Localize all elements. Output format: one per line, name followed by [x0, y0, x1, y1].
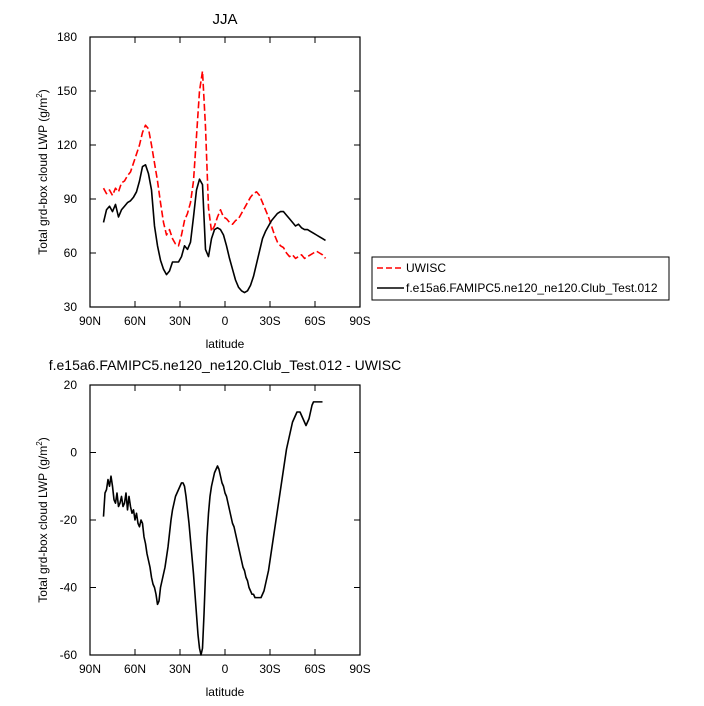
legend-label-model: f.e15a6.FAMIPC5.ne120_ne120.Club_Test.01… — [406, 281, 658, 295]
bottom-panel: f.e15a6.FAMIPC5.ne120_ne120.Club_Test.01… — [35, 357, 401, 699]
top-xtick-label: 0 — [222, 314, 229, 328]
top-series — [102, 70, 327, 294]
top-xtick-label: 60S — [304, 314, 325, 328]
top-ytick-label: 150 — [57, 84, 77, 98]
bottom-xtick-label: 60N — [124, 662, 146, 676]
top-ytick-label: 90 — [64, 192, 78, 206]
top-xtick-label: 90N — [79, 314, 101, 328]
top-chart-title: JJA — [212, 11, 237, 28]
bottom-xtick-label: 0 — [222, 662, 229, 676]
bottom-xtick-label: 60S — [304, 662, 325, 676]
legend-box — [371, 256, 670, 301]
legend-label-uwisc: UWISC — [406, 261, 446, 275]
top-xtick-label: 60N — [124, 314, 146, 328]
bottom-ticks: 90N 60N 30N 0 30S 60S 90S -60 -40 -20 0 20 — [60, 378, 371, 676]
legend: UWISC f.e15a6.FAMIPC5.ne120_ne120.Club_T… — [371, 256, 670, 301]
top-ytick-label: 120 — [57, 138, 77, 152]
bottom-ytick-label: 0 — [70, 446, 77, 460]
top-xtick-label: 90S — [349, 314, 370, 328]
bottom-xtick-label: 30S — [259, 662, 280, 676]
top-ytick-label: 30 — [64, 300, 78, 314]
bottom-ytick-label: -40 — [60, 581, 78, 595]
top-panel: JJA 90N 60N 30N 0 30S 60S 90S 30 60 90 120 150 180 l… — [35, 11, 670, 351]
bottom-xtick-label: 90S — [349, 662, 370, 676]
bottom-ytick-label: 20 — [64, 378, 78, 392]
bottom-plot-frame — [89, 384, 361, 656]
top-ticks: 90N 60N 30N 0 30S 60S 90S 30 60 90 120 150 180 — [57, 30, 371, 328]
top-ytick-label: 180 — [57, 30, 77, 44]
top-x-axis-label: latitude — [206, 337, 245, 351]
top-plot-frame — [89, 36, 361, 308]
top-xtick-label: 30N — [169, 314, 191, 328]
top-series-line-model — [102, 164, 326, 294]
bottom-series-line-model — [102, 401, 323, 656]
bottom-xtick-label: 30N — [169, 662, 191, 676]
bottom-xtick-label: 90N — [79, 662, 101, 676]
bottom-ytick-label: -60 — [60, 648, 78, 662]
bottom-y-axis-label: Total grd-box cloud LWP (g/m2) — [35, 437, 50, 602]
top-xtick-label: 30S — [259, 314, 280, 328]
bottom-x-axis-label: latitude — [206, 685, 245, 699]
top-series-line-uwisc — [102, 70, 327, 260]
bottom-chart-title: f.e15a6.FAMIPC5.ne120_ne120.Club_Test.01… — [49, 357, 402, 373]
top-ytick-label: 60 — [64, 246, 78, 260]
top-y-axis-label: Total grd-box cloud LWP (g/m2) — [35, 89, 50, 254]
bottom-ytick-label: -20 — [60, 513, 78, 527]
bottom-series — [102, 401, 323, 656]
